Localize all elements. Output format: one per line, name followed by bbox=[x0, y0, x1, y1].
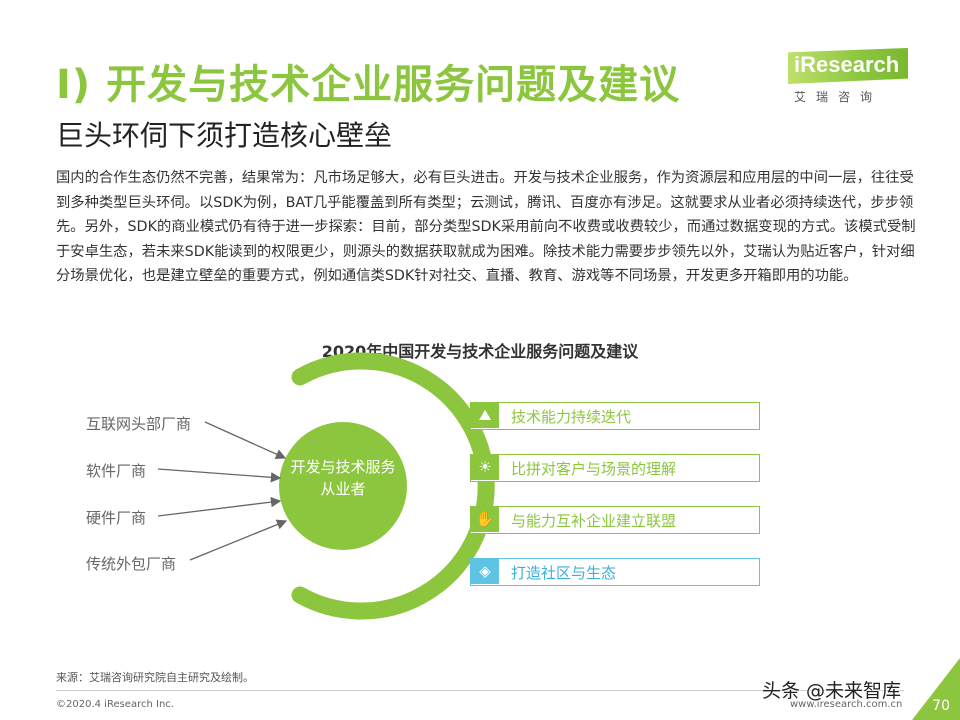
diagram-title: 2020年中国开发与技术企业服务问题及建议 bbox=[321, 342, 639, 361]
suggestion-label: 打造社区与生态 bbox=[511, 564, 617, 582]
page-title: I) 开发与技术企业服务问题及建议 bbox=[56, 62, 681, 108]
suggestion-box-community: ◈ 打造社区与生态 bbox=[470, 558, 760, 586]
threat-label-hardware-vendors: 硬件厂商 bbox=[86, 509, 147, 527]
suggestion-box-customer-understanding: ☀ 比拼对客户与场景的理解 bbox=[470, 454, 760, 482]
suggestion-box-alliance: ✋ 与能力互补企业建立联盟 bbox=[470, 506, 760, 534]
page-subtitle: 巨头环伺下须打造核心壁垒 bbox=[56, 119, 393, 152]
iresearch-logo: iResearch 艾瑞咨询 bbox=[788, 48, 916, 110]
website-url: www.iresearch.com.cn bbox=[790, 699, 903, 710]
suggestion-label: 技术能力持续迭代 bbox=[511, 408, 632, 426]
suggestion-box-tech-iteration: ⛰ 技术能力持续迭代 bbox=[470, 402, 760, 430]
source-note: 来源：艾瑞咨询研究院自主研究及绘制。 bbox=[56, 671, 254, 684]
arrow-4 bbox=[189, 519, 288, 561]
body-paragraph: 国内的合作生态仍然不完善，结果常为：凡市场足够大，必有巨头进击。开发与技术企业服… bbox=[56, 170, 916, 284]
center-circle bbox=[279, 422, 407, 550]
handshake-icon: ✋ bbox=[471, 507, 499, 532]
suggestion-label: 比拼对客户与场景的理解 bbox=[511, 460, 677, 478]
outer-arc bbox=[291, 352, 495, 620]
threat-label-internet-giants: 互联网头部厂商 bbox=[86, 415, 192, 433]
logo-text: iResearch bbox=[794, 52, 900, 77]
watermark: 头条 @未来智库 bbox=[762, 680, 902, 702]
threat-label-outsourcing-vendors: 传统外包厂商 bbox=[86, 555, 177, 573]
person-climb-icon: ⛰ bbox=[471, 403, 499, 428]
threat-label-software-vendors: 软件厂商 bbox=[86, 462, 147, 480]
arrow-3 bbox=[157, 496, 282, 517]
logo-chinese-text: 艾瑞咨询 bbox=[794, 90, 883, 104]
suggestion-label: 与能力互补企业建立联盟 bbox=[511, 512, 677, 530]
arrow-1 bbox=[204, 421, 287, 460]
center-label: 开发与技术服务从业者 bbox=[290, 458, 396, 498]
page-number: 70 bbox=[932, 698, 950, 714]
copyright-text: ©2020.4 iResearch Inc. bbox=[56, 699, 174, 710]
lightbulb-icon: ☀ bbox=[471, 455, 499, 480]
puzzle-icon: ◈ bbox=[471, 559, 499, 584]
logo-banner bbox=[788, 48, 908, 84]
footer-divider bbox=[56, 690, 904, 691]
arrow-2 bbox=[157, 468, 282, 483]
